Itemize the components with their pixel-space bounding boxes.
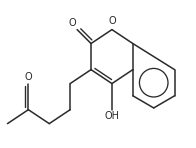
Text: O: O (24, 72, 32, 82)
Text: OH: OH (104, 111, 119, 122)
Text: O: O (68, 18, 76, 28)
Text: O: O (108, 16, 116, 26)
